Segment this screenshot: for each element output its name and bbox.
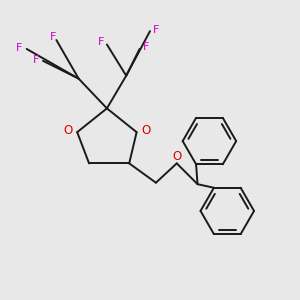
Text: F: F	[98, 37, 105, 46]
Text: F: F	[50, 32, 57, 42]
Text: F: F	[32, 55, 39, 65]
Text: F: F	[16, 43, 22, 53]
Text: F: F	[153, 25, 160, 34]
Text: F: F	[143, 43, 149, 52]
Text: O: O	[64, 124, 73, 137]
Text: O: O	[141, 124, 150, 137]
Text: O: O	[172, 150, 182, 163]
